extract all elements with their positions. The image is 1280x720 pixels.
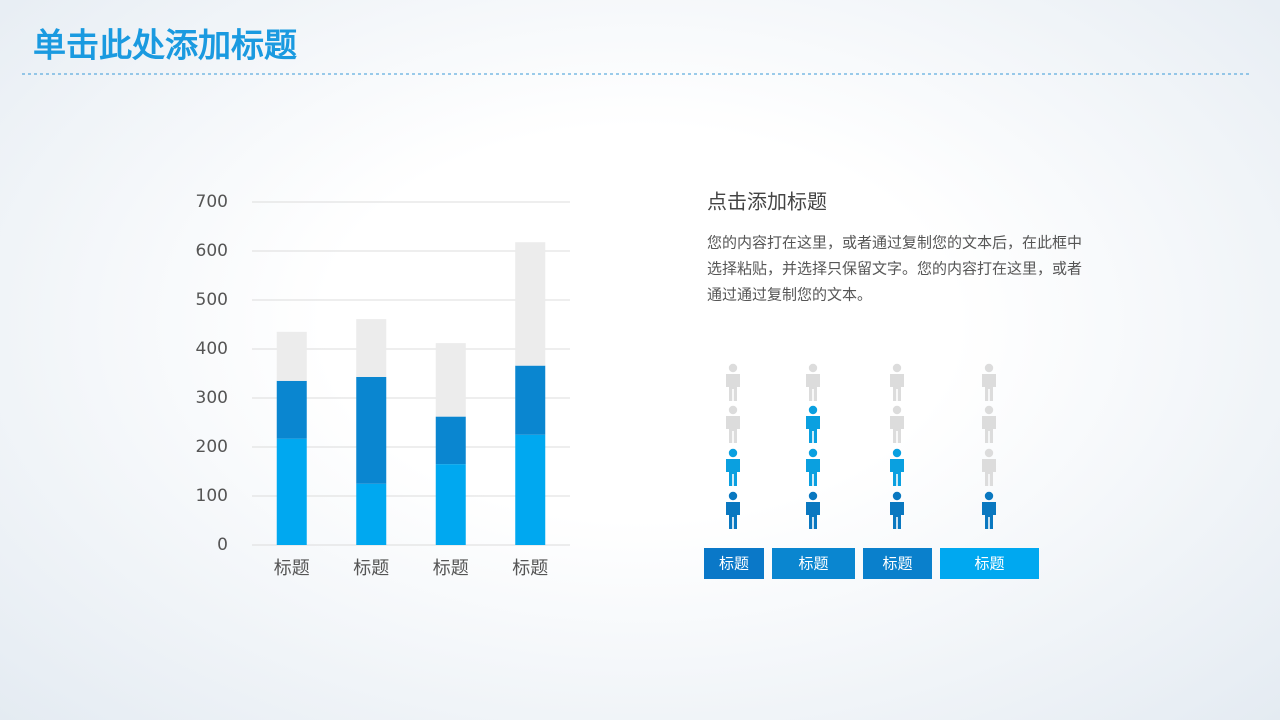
y-tick-label: 700 [196,192,228,212]
bar-segment [356,319,387,377]
icon-part [726,502,740,529]
icon-part [982,459,996,486]
icon-part [890,459,904,486]
icon-part [808,491,818,501]
y-tick-label: 100 [196,486,228,506]
icon-part [808,363,818,373]
person-mid [890,448,904,486]
icon-part [808,448,818,458]
icon-part [728,448,738,458]
label-box [940,548,1039,579]
icon-part [728,405,738,415]
icon-part [890,502,904,529]
bar-segment [356,376,387,484]
icon-part [726,459,740,486]
paragraph-line: 通过通过复制您的文本。 [707,286,872,304]
bar-segment [515,434,546,545]
person-empty [982,363,996,401]
paragraph-line: 您的内容打在这里，或者通过复制您的文本后，在此框中 [707,234,1082,252]
y-tick-label: 200 [196,437,228,457]
slide-title: 单击此处添加标题 [33,26,297,65]
x-tick-label: 标题 [433,558,469,579]
x-tick-label: 标题 [353,558,389,579]
person-mid [726,448,740,486]
bar-segment [276,331,307,381]
icon-part [806,502,820,529]
label-box-text: 标题 [798,555,828,573]
icon-part [890,374,904,401]
icon-part [984,491,994,501]
icon-part [726,416,740,443]
person-empty [890,405,904,443]
icon-part [892,363,902,373]
label-box [704,548,764,579]
label-box [772,548,855,579]
x-tick-label: 标题 [274,558,310,579]
bar-segment [276,438,307,545]
icon-part [984,363,994,373]
icon-part [890,416,904,443]
icon-part [806,416,820,443]
person-empty [726,405,740,443]
icon-part [982,502,996,529]
bar-segment [356,483,387,545]
y-tick-label: 600 [196,241,228,261]
icon-part [806,459,820,486]
bar-segment [435,343,466,417]
icon-part [808,405,818,415]
paragraph-line: 选择粘贴，并选择只保留文字。您的内容打在这里，或者 [707,260,1082,278]
person-dark [982,491,996,529]
icon-part [728,491,738,501]
bar-segment [276,380,307,439]
label-box-text: 标题 [882,555,912,573]
bar-segment [435,416,466,465]
icon-part [984,405,994,415]
person-mid [806,405,820,443]
x-tick-label: 标题 [512,558,548,579]
person-empty [890,363,904,401]
text-heading: 点击添加标题 [707,190,827,214]
bar-segment [515,242,546,366]
person-empty [726,363,740,401]
icon-part [892,448,902,458]
label-box-text: 标题 [974,555,1004,573]
label-box [863,548,932,579]
icon-part [892,491,902,501]
bar-segment [435,464,466,545]
person-empty [806,363,820,401]
icon-part [982,374,996,401]
y-tick-label: 400 [196,339,228,359]
icon-part [806,374,820,401]
person-dark [806,491,820,529]
icon-part [982,416,996,443]
label-box-text: 标题 [719,555,749,573]
icon-part [984,448,994,458]
icon-part [892,405,902,415]
icon-part [726,374,740,401]
person-dark [890,491,904,529]
bar-segment [515,365,546,435]
y-tick-label: 0 [217,535,228,555]
person-empty [982,448,996,486]
person-dark [726,491,740,529]
person-mid [806,448,820,486]
person-empty [982,405,996,443]
icon-part [728,363,738,373]
y-tick-label: 300 [196,388,228,408]
y-tick-label: 500 [196,290,228,310]
